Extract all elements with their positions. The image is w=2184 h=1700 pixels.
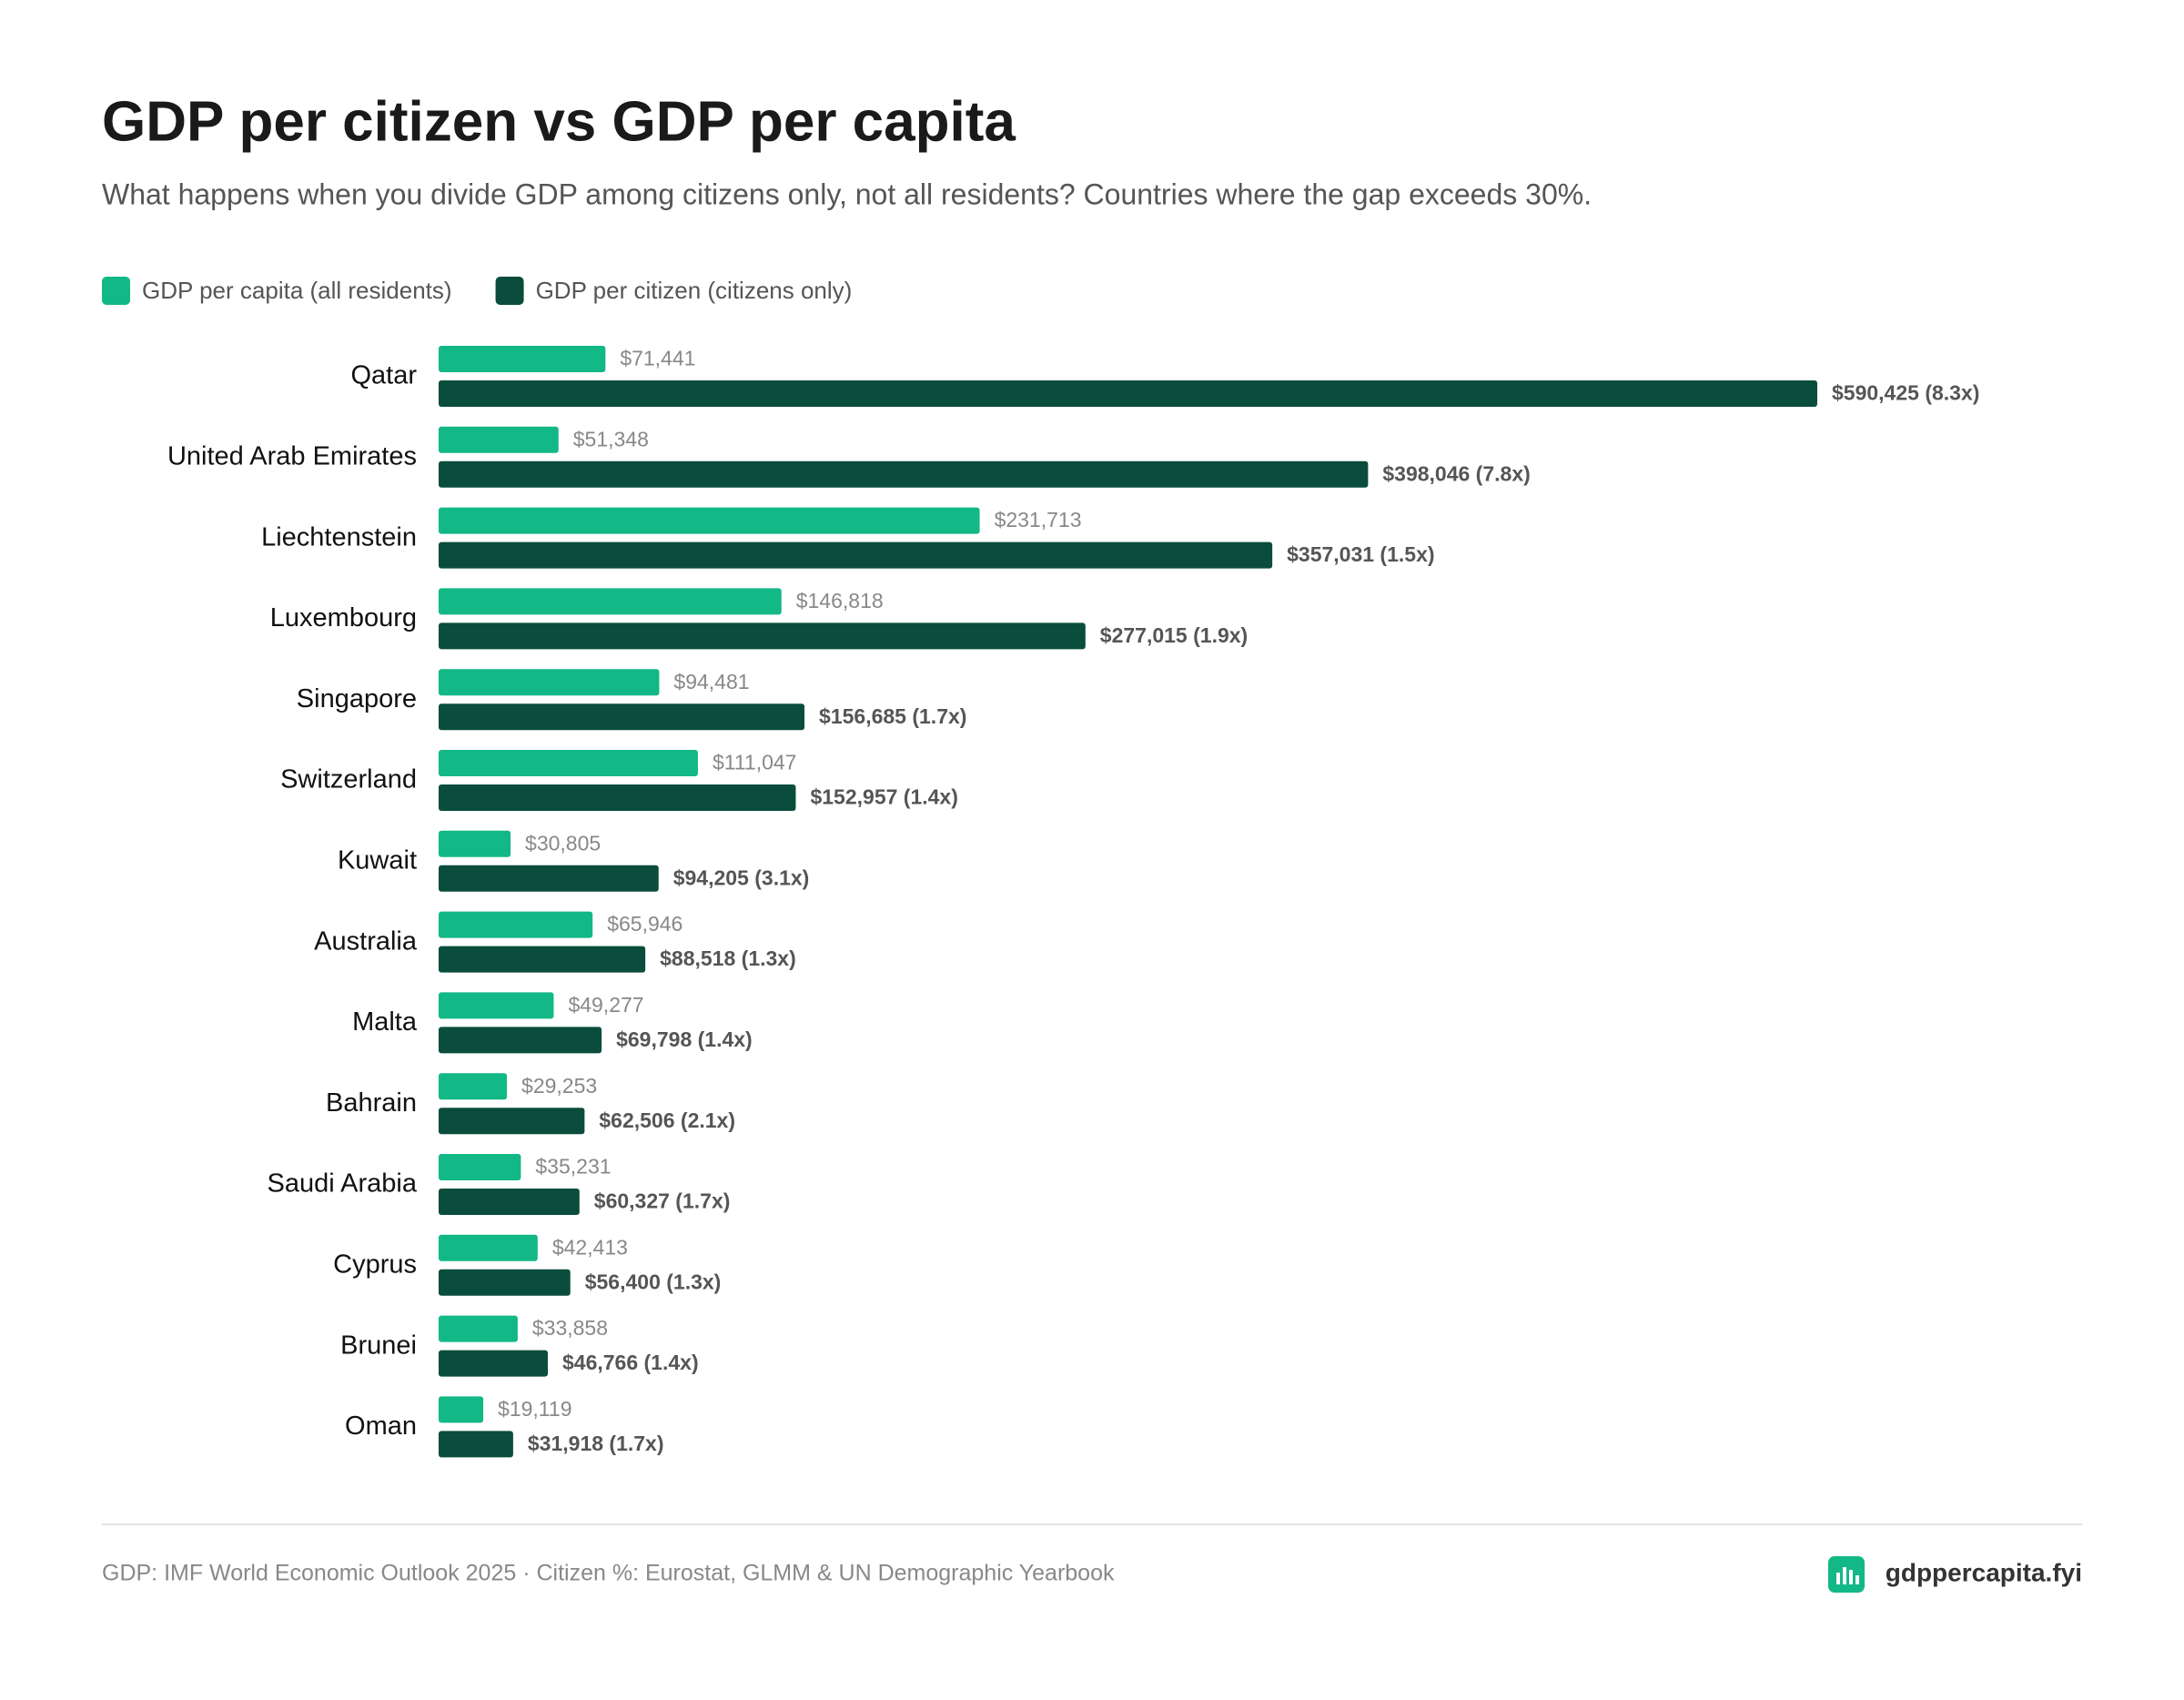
value-label: $69,798 (1.4x) xyxy=(616,1027,753,1051)
category-label: Australia xyxy=(314,926,418,956)
bar xyxy=(439,1350,548,1377)
value-label: $357,031 (1.5x) xyxy=(1287,542,1434,566)
category-label: Oman xyxy=(345,1412,417,1441)
bar xyxy=(439,380,1817,407)
chart-title: GDP per citizen vs GDP per capita xyxy=(102,90,1016,153)
bar xyxy=(439,703,805,731)
value-label: $30,805 xyxy=(525,831,601,855)
category-label: Liechtenstein xyxy=(261,522,417,551)
bar xyxy=(439,911,593,938)
bar xyxy=(439,1315,518,1342)
value-label: $156,685 (1.7x) xyxy=(819,704,966,728)
bar xyxy=(439,750,698,776)
source-note: GDP: IMF World Economic Outlook 2025 · C… xyxy=(102,1561,1115,1586)
value-label: $111,047 xyxy=(713,751,797,774)
brand: gdppercapita.fyi xyxy=(1886,1558,2082,1586)
value-label: $88,518 (1.3x) xyxy=(660,946,796,970)
category-label: Malta xyxy=(352,1007,418,1037)
bar xyxy=(439,865,659,892)
category-label: Qatar xyxy=(350,361,417,390)
bar xyxy=(439,1269,571,1296)
category-label: Kuwait xyxy=(338,845,417,875)
bar xyxy=(439,1108,585,1135)
value-label: $42,413 xyxy=(552,1235,628,1259)
category-label: Singapore xyxy=(297,684,417,713)
bar xyxy=(439,1073,508,1100)
value-label: $29,253 xyxy=(521,1074,597,1098)
category-label: Luxembourg xyxy=(270,603,417,632)
bar xyxy=(439,1396,484,1423)
value-label: $590,425 (8.3x) xyxy=(1832,381,1979,405)
bar xyxy=(439,622,1086,650)
category-label: Cyprus xyxy=(333,1250,417,1279)
bar xyxy=(439,1189,580,1215)
legend-label: GDP per capita (all residents) xyxy=(142,277,452,304)
value-label: $146,818 xyxy=(796,589,884,612)
bar xyxy=(439,1234,538,1261)
bar xyxy=(439,830,511,857)
bar xyxy=(439,588,782,615)
value-label: $152,957 (1.4x) xyxy=(810,785,957,809)
bar xyxy=(439,992,554,1019)
legend-label: GDP per citizen (citizens only) xyxy=(536,277,853,304)
bar xyxy=(439,1027,602,1054)
category-label: United Arab Emirates xyxy=(167,441,417,471)
bar xyxy=(439,784,796,811)
bar xyxy=(439,507,980,534)
value-label: $51,348 xyxy=(573,427,649,450)
value-label: $231,713 xyxy=(995,508,1082,531)
chart-subtitle: What happens when you divide GDP among c… xyxy=(102,177,1592,210)
bar xyxy=(439,346,606,372)
value-label: $94,205 (3.1x) xyxy=(673,865,810,889)
value-label: $35,231 xyxy=(535,1155,611,1179)
value-label: $398,046 (7.8x) xyxy=(1382,461,1530,485)
category-label: Brunei xyxy=(340,1331,417,1360)
value-label: $71,441 xyxy=(620,347,695,370)
value-label: $19,119 xyxy=(498,1397,571,1421)
bar xyxy=(439,946,646,973)
legend-swatch xyxy=(495,277,524,305)
value-label: $65,946 xyxy=(607,912,682,936)
bar xyxy=(439,426,559,453)
value-label: $62,506 (2.1x) xyxy=(599,1108,735,1132)
bar xyxy=(439,541,1273,569)
value-label: $56,400 (1.3x) xyxy=(585,1270,722,1293)
category-label: Saudi Arabia xyxy=(268,1169,418,1199)
brand-icon xyxy=(1828,1556,1865,1593)
bar xyxy=(439,1431,513,1458)
value-label: $49,277 xyxy=(568,993,643,1017)
bar xyxy=(439,1154,521,1180)
category-label: Switzerland xyxy=(280,765,417,794)
value-label: $46,766 (1.4x) xyxy=(562,1351,699,1374)
value-label: $277,015 (1.9x) xyxy=(1100,623,1248,647)
value-label: $94,481 xyxy=(673,670,749,693)
value-label: $60,327 (1.7x) xyxy=(594,1189,731,1213)
legend-swatch xyxy=(102,277,130,305)
value-label: $31,918 (1.7x) xyxy=(528,1432,664,1455)
category-label: Bahrain xyxy=(326,1088,417,1118)
value-label: $33,858 xyxy=(532,1316,608,1340)
bar xyxy=(439,669,660,696)
bar xyxy=(439,460,1369,488)
